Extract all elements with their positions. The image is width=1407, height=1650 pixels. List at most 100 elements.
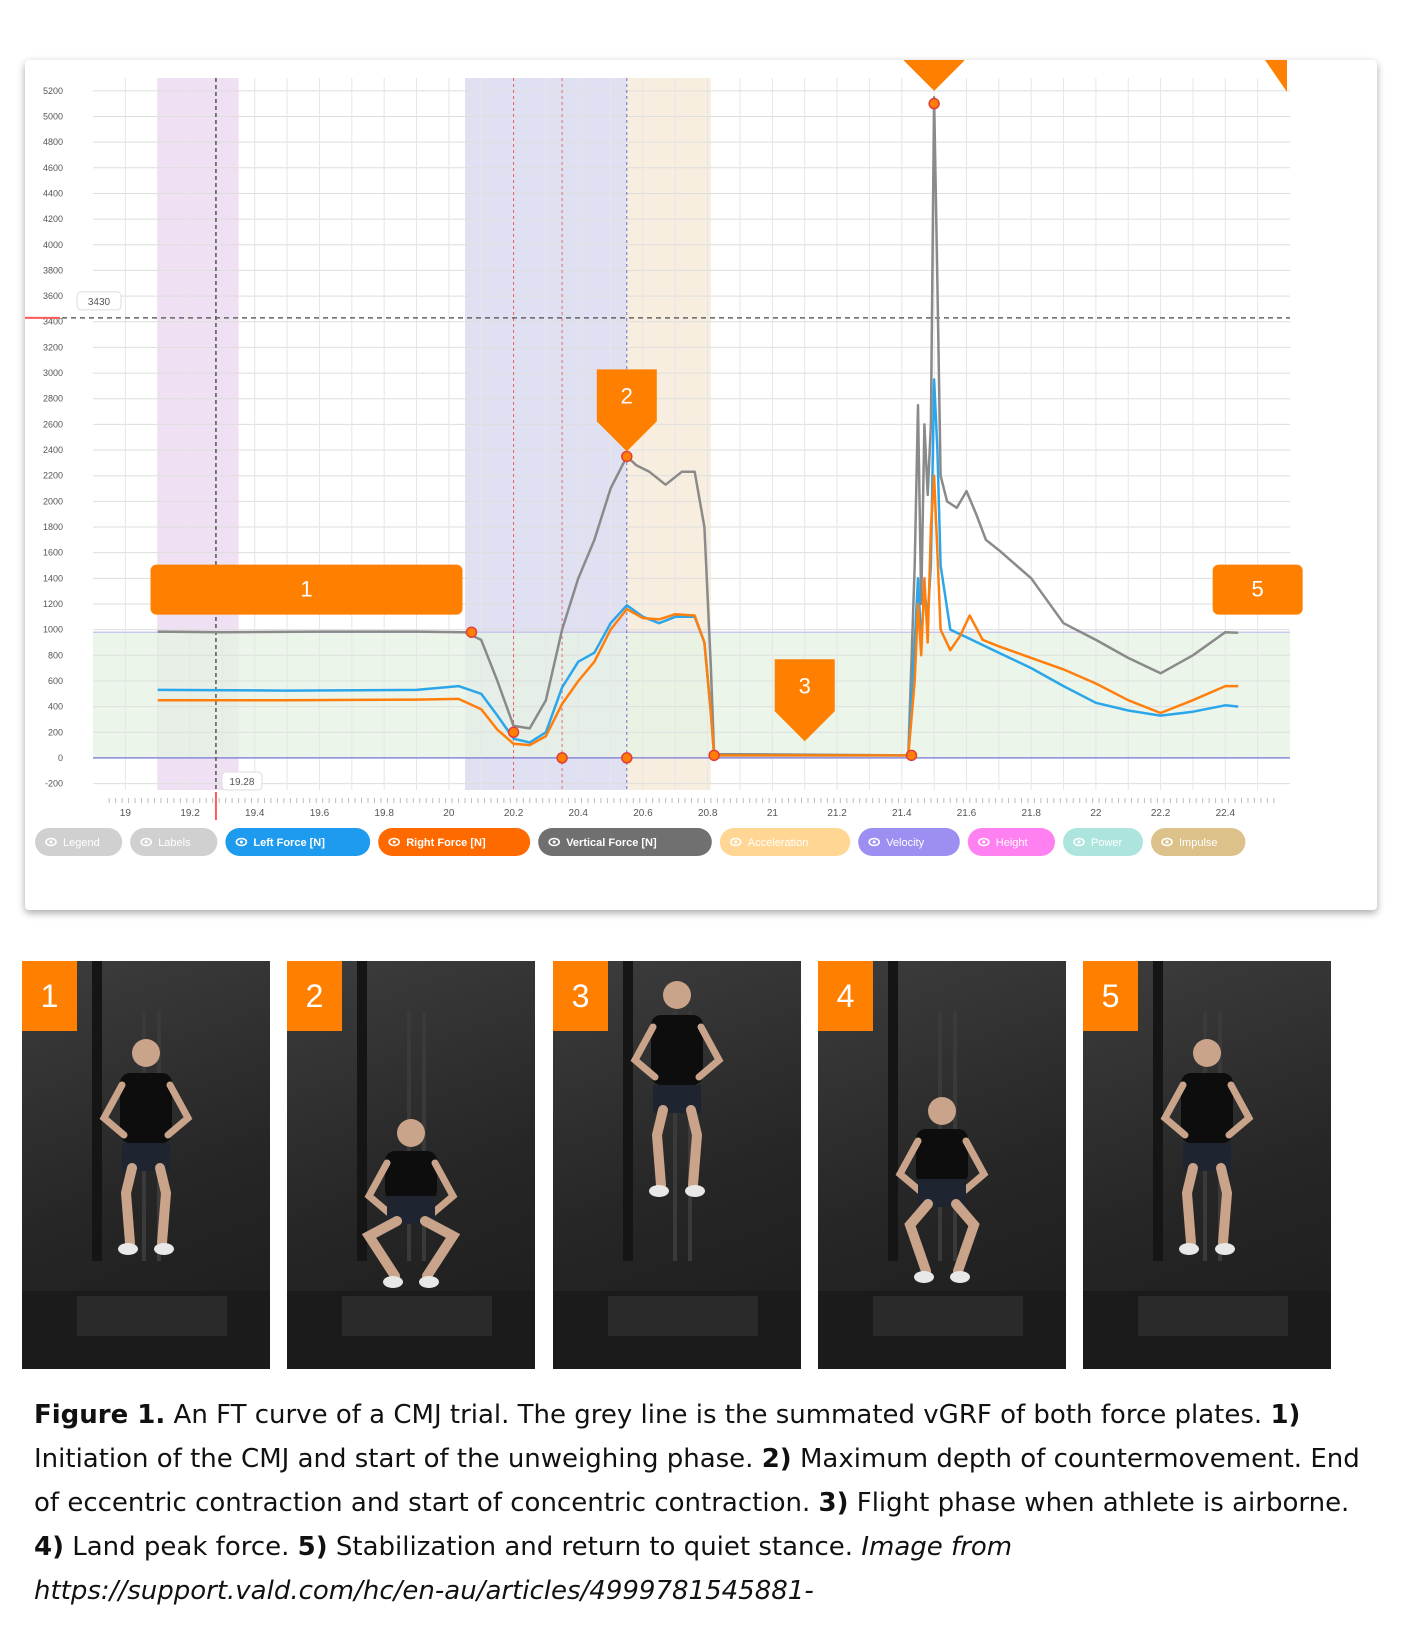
phase-marker-1: 1 bbox=[150, 564, 463, 615]
corner-flag bbox=[1265, 60, 1287, 92]
eye-icon-pupil bbox=[1077, 840, 1081, 844]
legend-chip-vertical-force-n[interactable]: Vertical Force [N] bbox=[538, 828, 712, 856]
phase-marker-box bbox=[1212, 564, 1303, 615]
legend-chip-label: Height bbox=[996, 837, 1028, 849]
caption-figure-label: Figure 1. bbox=[34, 1400, 166, 1430]
y-tick-label: 1800 bbox=[43, 522, 63, 532]
legend-chip-label: Acceleration bbox=[748, 837, 809, 849]
legend-chip-label: Left Force [N] bbox=[253, 837, 325, 849]
legend-chip-right-force-n[interactable]: Right Force [N] bbox=[378, 828, 531, 856]
caption-text: An FT curve of a CMJ trial. The grey lin… bbox=[165, 1400, 1271, 1430]
athlete-figure-squat bbox=[287, 961, 535, 1369]
x-tick-label: 20.4 bbox=[569, 808, 589, 819]
athlete-figure-stand bbox=[1083, 961, 1331, 1369]
eye-icon bbox=[1161, 837, 1173, 847]
phase-photo-badge: 4 bbox=[818, 961, 873, 1031]
legend-chip-impulse[interactable]: Impulse bbox=[1151, 828, 1246, 856]
y-tick-label: 1000 bbox=[43, 625, 63, 635]
y-tick-label: 400 bbox=[48, 702, 63, 712]
legend-chip-bg bbox=[1151, 828, 1246, 856]
y-tick-label: 2000 bbox=[43, 496, 63, 506]
y-tick-label: 2800 bbox=[43, 394, 63, 404]
phase-marker-5: 5 bbox=[1212, 564, 1303, 615]
x-tick-label: 20.8 bbox=[698, 808, 718, 819]
caption-phase-3-text: Flight phase when athlete is airborne. bbox=[848, 1488, 1350, 1518]
legend-chip-bg bbox=[130, 828, 218, 856]
caption-phase-2-label: 2) bbox=[761, 1444, 792, 1474]
x-tick-label: 19.8 bbox=[374, 808, 394, 819]
eye-icon-pupil bbox=[239, 840, 243, 844]
x-tick-label: 22 bbox=[1090, 808, 1102, 819]
force-time-chart: -200 0 200 400 600 800 1000 1200 1400 1600 1800 200… bbox=[25, 60, 1303, 856]
eye-icon-pupil bbox=[982, 840, 986, 844]
y-tick-label: 4800 bbox=[43, 137, 63, 147]
event-point bbox=[507, 726, 520, 739]
legend-chip-left-force-n[interactable]: Left Force [N] bbox=[225, 828, 371, 856]
cursor-label-box bbox=[221, 771, 263, 791]
legend-chip-bg bbox=[378, 828, 531, 856]
x-tick-label: 19.4 bbox=[245, 808, 265, 819]
y-tick-label: 0 bbox=[58, 753, 63, 763]
phase-marker-pin bbox=[904, 60, 965, 91]
legend-chip-bg bbox=[538, 828, 712, 856]
eye-icon bbox=[140, 837, 152, 847]
reference-line-label: 3430 bbox=[88, 297, 111, 308]
phase-photo-badge: 3 bbox=[553, 961, 608, 1031]
y-tick-label: 3400 bbox=[43, 317, 63, 327]
phase-marker-4: 4 bbox=[904, 60, 965, 91]
x-tick-label: 20 bbox=[443, 808, 455, 819]
phase-photo-3: 3 bbox=[553, 961, 801, 1369]
legend-chip-bg bbox=[967, 828, 1055, 856]
y-tick-label: 4200 bbox=[43, 214, 63, 224]
caption-phase-2-text: Maximum depth of countermovement. End of… bbox=[34, 1444, 1360, 1518]
caption-phase-5-label: 5) bbox=[297, 1532, 328, 1562]
legend-chip-label: Vertical Force [N] bbox=[566, 837, 657, 849]
legend-chip-bg bbox=[858, 828, 960, 856]
legend-chip-legend[interactable]: Legend bbox=[35, 828, 123, 856]
eye-icon bbox=[868, 837, 881, 847]
eye-icon-pupil bbox=[392, 840, 396, 844]
legend-chip-acceleration[interactable]: Acceleration bbox=[719, 828, 851, 856]
caption-phase-1-label: 1) bbox=[1270, 1400, 1301, 1430]
eye-icon bbox=[548, 837, 561, 847]
caption-phase-4-label: 4) bbox=[34, 1532, 64, 1562]
event-point bbox=[905, 749, 918, 762]
event-point bbox=[465, 626, 478, 638]
y-tick-label: 800 bbox=[48, 650, 63, 660]
bodyweight-band bbox=[93, 632, 1290, 758]
force-time-chart-card: -200 0 200 400 600 800 1000 1200 1400 1600 1800 200… bbox=[25, 60, 1377, 910]
phase-marker-label: 2 bbox=[621, 383, 633, 408]
eye-icon bbox=[1073, 837, 1085, 847]
x-tick-label: 20.6 bbox=[633, 808, 653, 819]
phase-marker-3: 3 bbox=[774, 659, 835, 742]
eye-icon-pupil bbox=[1165, 840, 1169, 844]
phase-marker-box bbox=[150, 564, 463, 615]
phase-photo-4: 4 bbox=[818, 961, 1066, 1369]
phase-marker-pin bbox=[774, 659, 835, 742]
y-tick-label: 4000 bbox=[43, 240, 63, 250]
phase-photo-badge: 1 bbox=[22, 961, 77, 1031]
y-tick-label: 1200 bbox=[43, 599, 63, 609]
legend-chip-label: Power bbox=[1091, 837, 1123, 849]
eye-icon bbox=[388, 837, 401, 847]
y-tick-label: 3200 bbox=[43, 342, 63, 352]
x-tick-label: 21.8 bbox=[1021, 808, 1041, 819]
legend-chip-height[interactable]: Height bbox=[967, 828, 1055, 856]
legend-chip-power[interactable]: Power bbox=[1063, 828, 1143, 856]
y-tick-label: 600 bbox=[48, 676, 63, 686]
athlete-figure-jump bbox=[553, 961, 801, 1369]
legend-chip-bg bbox=[35, 828, 123, 856]
y-tick-label: 5000 bbox=[43, 111, 63, 121]
x-tick-label: 21.2 bbox=[827, 808, 847, 819]
x-tick-label: 19 bbox=[120, 808, 132, 819]
phase-marker-label: 3 bbox=[799, 673, 811, 698]
phase-photo-5: 5 bbox=[1083, 961, 1331, 1369]
legend-chip-velocity[interactable]: Velocity bbox=[858, 828, 960, 856]
event-point bbox=[621, 752, 633, 764]
y-tick-label: 2600 bbox=[43, 419, 63, 429]
eye-icon bbox=[977, 837, 990, 847]
eye-icon-pupil bbox=[552, 840, 556, 844]
caption-phase-3-label: 3) bbox=[818, 1488, 849, 1518]
caption-source: Image from https://support.vald.com/hc/e… bbox=[34, 1532, 1013, 1606]
legend-chip-labels[interactable]: Labels bbox=[130, 828, 218, 856]
